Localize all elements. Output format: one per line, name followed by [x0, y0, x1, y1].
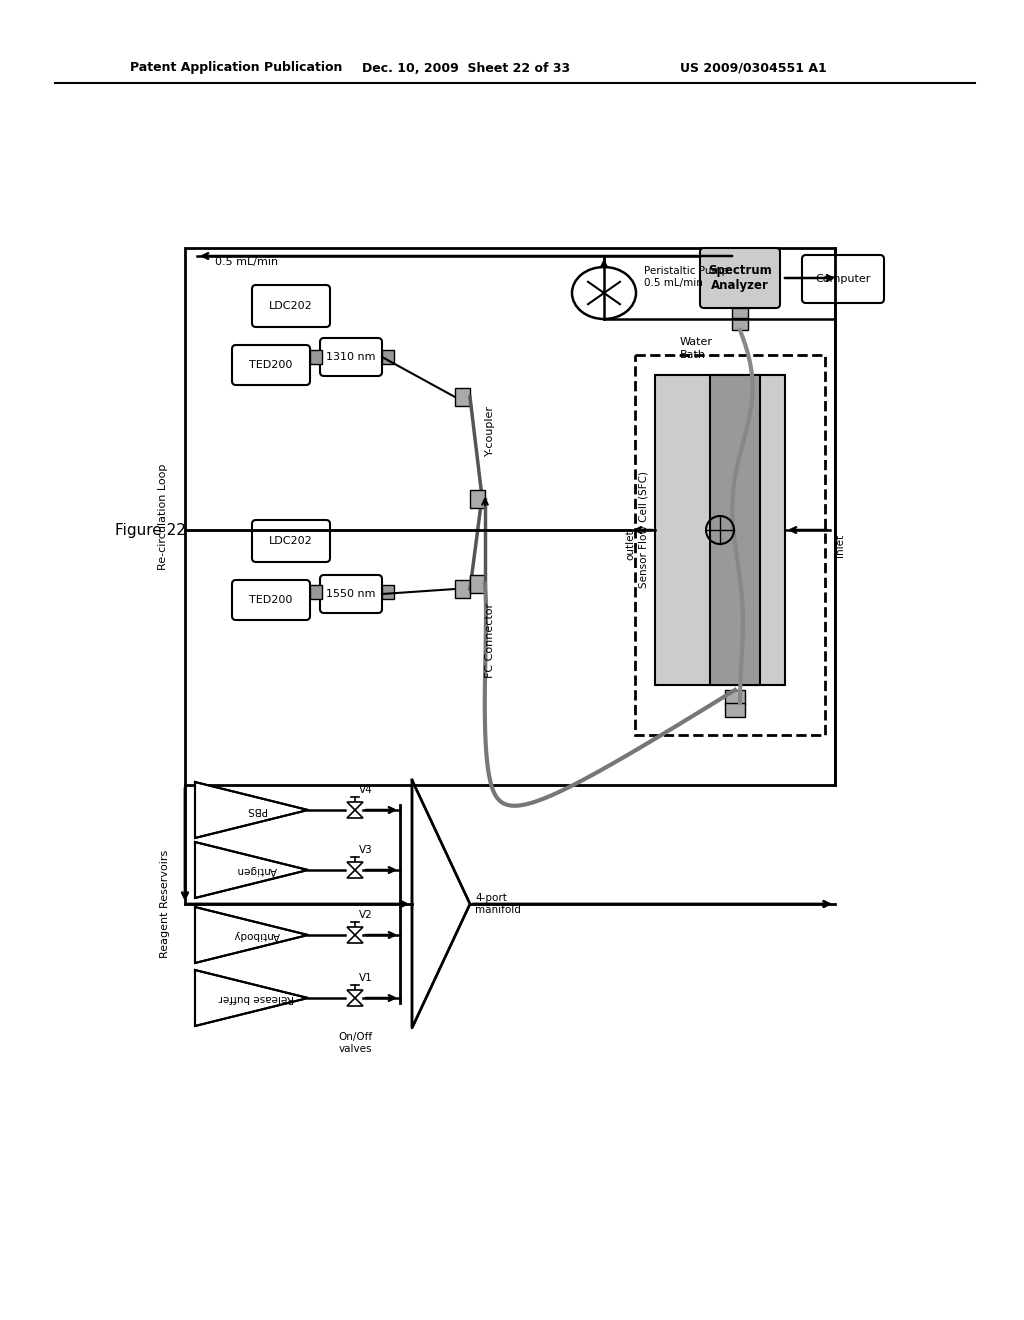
Bar: [185, 248, 835, 785]
Text: Reagent Reservoirs: Reagent Reservoirs: [160, 850, 170, 958]
Text: Figure 22: Figure 22: [115, 523, 186, 537]
Bar: [382, 350, 394, 364]
Text: 1310 nm: 1310 nm: [327, 352, 376, 362]
Text: On/Off
valves: On/Off valves: [338, 1032, 372, 1053]
Text: Y-coupler: Y-coupler: [485, 404, 495, 455]
FancyBboxPatch shape: [232, 345, 310, 385]
Text: Water: Water: [680, 337, 713, 347]
Text: FC Connector: FC Connector: [485, 602, 495, 677]
Polygon shape: [195, 970, 308, 1026]
Polygon shape: [347, 862, 362, 878]
FancyBboxPatch shape: [232, 579, 310, 620]
Text: Sensor Flow Cell (SFC): Sensor Flow Cell (SFC): [638, 471, 648, 589]
Text: Peristaltic Pump: Peristaltic Pump: [644, 267, 728, 276]
Text: V2: V2: [359, 909, 373, 920]
Text: LDC202: LDC202: [269, 301, 313, 312]
Bar: [455, 388, 470, 407]
FancyBboxPatch shape: [802, 255, 884, 304]
Polygon shape: [347, 927, 362, 942]
Text: LDC202: LDC202: [269, 536, 313, 546]
FancyBboxPatch shape: [319, 576, 382, 612]
Bar: [710, 375, 760, 685]
Text: outlet: outlet: [625, 529, 635, 560]
Text: TED200: TED200: [249, 360, 293, 370]
Polygon shape: [347, 990, 362, 1006]
FancyBboxPatch shape: [252, 520, 330, 562]
Bar: [725, 704, 745, 717]
Text: inlet: inlet: [835, 533, 845, 557]
Bar: [310, 585, 322, 599]
Text: Re-circulation Loop: Re-circulation Loop: [158, 463, 168, 570]
Text: Patent Application Publication: Patent Application Publication: [130, 62, 342, 74]
Polygon shape: [195, 907, 308, 964]
Bar: [470, 576, 485, 593]
Text: TED200: TED200: [249, 595, 293, 605]
Text: V3: V3: [359, 845, 373, 855]
Text: 0.5 mL/min: 0.5 mL/min: [215, 257, 279, 267]
Text: Release buffer: Release buffer: [219, 993, 294, 1003]
Text: 0.5 mL/min: 0.5 mL/min: [644, 279, 702, 288]
Text: Spectrum
Analyzer: Spectrum Analyzer: [709, 264, 772, 292]
Text: Dec. 10, 2009  Sheet 22 of 33: Dec. 10, 2009 Sheet 22 of 33: [362, 62, 570, 74]
Text: Computer: Computer: [815, 275, 870, 284]
FancyBboxPatch shape: [252, 285, 330, 327]
Text: US 2009/0304551 A1: US 2009/0304551 A1: [680, 62, 826, 74]
Polygon shape: [347, 803, 362, 818]
Bar: [470, 490, 485, 508]
Bar: [455, 579, 470, 598]
Bar: [732, 308, 748, 319]
Text: Bath: Bath: [680, 350, 706, 360]
Text: V1: V1: [359, 973, 373, 983]
Text: Antibody: Antibody: [233, 931, 280, 940]
Polygon shape: [412, 780, 470, 1028]
Bar: [635, 355, 825, 735]
FancyBboxPatch shape: [319, 338, 382, 376]
Bar: [732, 318, 748, 330]
Polygon shape: [195, 842, 308, 898]
FancyBboxPatch shape: [700, 248, 780, 308]
Text: PBS: PBS: [247, 805, 266, 814]
Polygon shape: [195, 781, 308, 838]
Bar: [310, 350, 322, 364]
Text: 1550 nm: 1550 nm: [327, 589, 376, 599]
Bar: [382, 585, 394, 599]
Bar: [655, 375, 785, 685]
Text: V4: V4: [359, 785, 373, 795]
Text: 4-port
manifold: 4-port manifold: [475, 894, 521, 915]
Text: Antigen: Antigen: [237, 865, 276, 875]
Bar: [725, 690, 745, 705]
